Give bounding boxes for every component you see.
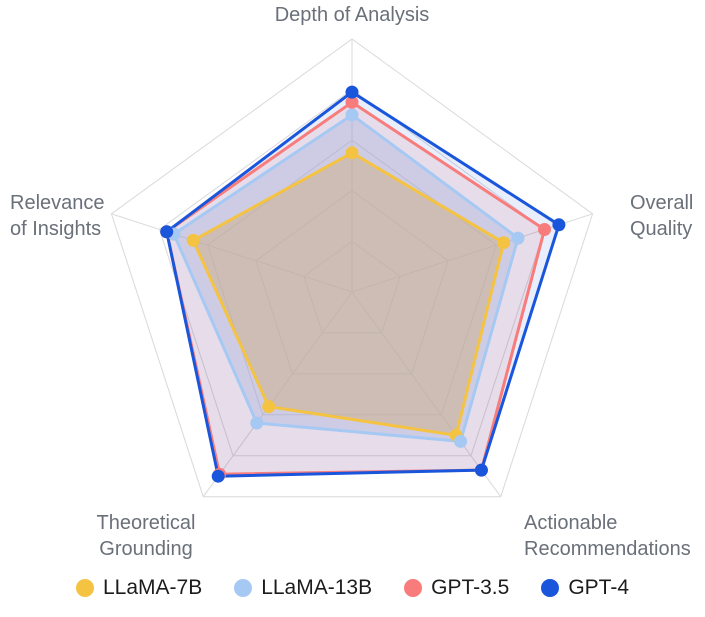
series-point-GPT-4 [552, 218, 566, 232]
series-line-LLaMA-13B [172, 113, 520, 443]
series-line-LLaMA-7B [191, 151, 506, 437]
legend-swatch-icon [541, 579, 560, 597]
series-area-GPT-4 [166, 92, 559, 477]
legend-item-LLaMA-13B[interactable]: LLaMA-13B [234, 576, 372, 600]
series-point-LLaMA-13B [454, 434, 468, 448]
series-point-GPT-4 [345, 85, 359, 99]
axis-label-overall-quality: Overall Quality [630, 192, 694, 240]
legend-label: LLaMA-13B [261, 576, 373, 599]
series-point-GPT-3.5 [345, 95, 359, 109]
legend-label: LLaMA-7B [102, 576, 203, 599]
series-area-LLaMA-7B [193, 152, 504, 436]
legend-label: GPT-3.5 [431, 576, 510, 599]
legend-item-GPT-3.5[interactable]: GPT-3.5 [404, 576, 509, 600]
axis-label-actionable-recommendations: Actionable Recommendations [524, 512, 691, 560]
series-point-GPT-4 [474, 463, 488, 477]
grid-ring [110, 38, 594, 498]
axis-label-theoretical-grounding: Theoretical Grounding [96, 512, 196, 560]
series-point-LLaMA-7B [497, 236, 511, 250]
legend-swatch-icon [75, 579, 94, 597]
series-point-GPT-3.5 [538, 223, 551, 236]
series-point-LLaMA-13B [345, 108, 359, 122]
grid-ring [158, 88, 546, 457]
series-point-LLaMA-7B [262, 400, 276, 414]
series-point-GPT-4 [160, 225, 174, 239]
series-point-LLaMA-7B [186, 233, 200, 247]
series-point-LLaMA-13B [250, 416, 264, 430]
series-point-GPT-4 [211, 469, 225, 483]
legend-label: GPT-4 [568, 576, 629, 599]
axis-label-depth-of-analysis: Depth of Analysis [274, 4, 430, 26]
legend: LLaMA-7B LLaMA-13B GPT-3.5 GPT-4 [0, 576, 705, 600]
legend-swatch-icon [404, 579, 423, 597]
series-point-LLaMA-7B [345, 146, 359, 160]
series-point-LLaMA-13B [511, 231, 525, 245]
legend-item-LLaMA-7B[interactable]: LLaMA-7B [75, 576, 203, 600]
axis-label-relevance-of-insights: Relevance of Insights [10, 192, 105, 240]
series-area-GPT-3.5 [166, 102, 545, 475]
series-line-GPT-4 [165, 90, 561, 478]
legend-swatch-icon [234, 579, 253, 597]
legend-item-GPT-4[interactable]: GPT-4 [541, 576, 629, 600]
series-area-LLaMA-13B [173, 114, 518, 442]
